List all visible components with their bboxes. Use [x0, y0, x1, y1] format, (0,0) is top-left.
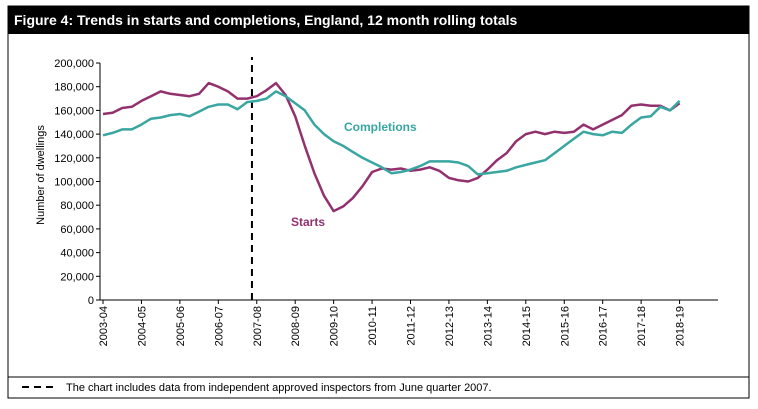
footnote: The chart includes data from independent… [66, 382, 492, 394]
x-tick-label: 2012-13 [444, 306, 456, 346]
x-tick-label: 2007-08 [252, 306, 264, 346]
y-tick-label: 200,000 [54, 58, 94, 70]
x-tick-label: 2011-12 [406, 306, 418, 346]
x-tick-label: 2004-05 [136, 306, 148, 346]
x-tick-label: 2017-18 [636, 306, 648, 346]
y-tick-label: 20,000 [60, 271, 94, 283]
y-tick-label: 120,000 [54, 153, 94, 165]
x-tick-label: 2003-04 [98, 306, 110, 346]
frame [7, 5, 750, 399]
x-tick-label: 2015-16 [559, 306, 571, 346]
x-tick-label: 2008-09 [290, 306, 302, 346]
x-tick-label: 2018-19 [675, 306, 687, 346]
y-tick-label: 0 [88, 295, 94, 307]
y-tick-label: 140,000 [54, 129, 94, 141]
y-axis-label: Number of dwellings [35, 125, 47, 225]
y-tick-label: 60,000 [60, 224, 94, 236]
x-tick-label: 2010-11 [367, 306, 379, 346]
x-tick-label: 2014-15 [521, 306, 533, 346]
starts-label: Starts [291, 215, 325, 229]
y-tick-label: 40,000 [60, 248, 94, 260]
y-tick-label: 100,000 [54, 177, 94, 189]
y-tick-label: 160,000 [54, 105, 94, 117]
series-line [102, 81, 681, 213]
y-tick-label: 80,000 [60, 200, 94, 212]
x-tick-label: 2016-17 [598, 306, 610, 346]
x-tick-label: 2009-10 [329, 306, 341, 346]
x-tick-label: 2005-06 [175, 306, 187, 346]
series-line [102, 90, 681, 176]
title-bar [8, 6, 749, 34]
y-tick-label: 180,000 [54, 82, 94, 94]
chart-title: Figure 4: Trends in starts and completio… [14, 12, 517, 28]
x-tick-label: 2013-14 [482, 306, 494, 346]
completions-label: Completions [344, 120, 417, 134]
x-tick-label: 2006-07 [213, 306, 225, 346]
